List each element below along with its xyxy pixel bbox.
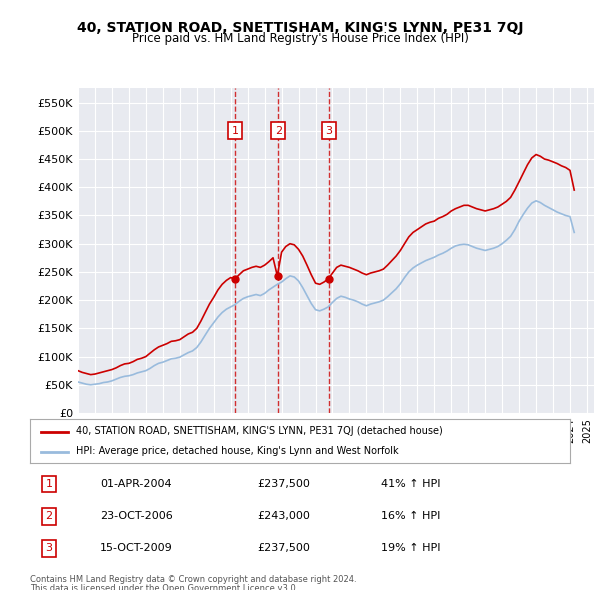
Text: Contains HM Land Registry data © Crown copyright and database right 2024.: Contains HM Land Registry data © Crown c… bbox=[30, 575, 356, 584]
Text: 1: 1 bbox=[232, 126, 238, 136]
Text: £243,000: £243,000 bbox=[257, 512, 310, 521]
Text: 16% ↑ HPI: 16% ↑ HPI bbox=[381, 512, 440, 521]
Text: 40, STATION ROAD, SNETTISHAM, KING'S LYNN, PE31 7QJ (detached house): 40, STATION ROAD, SNETTISHAM, KING'S LYN… bbox=[76, 427, 443, 436]
Text: 1: 1 bbox=[46, 479, 52, 489]
Text: 2: 2 bbox=[275, 126, 282, 136]
Text: This data is licensed under the Open Government Licence v3.0.: This data is licensed under the Open Gov… bbox=[30, 584, 298, 590]
Text: £237,500: £237,500 bbox=[257, 479, 310, 489]
Text: Price paid vs. HM Land Registry's House Price Index (HPI): Price paid vs. HM Land Registry's House … bbox=[131, 32, 469, 45]
Text: HPI: Average price, detached house, King's Lynn and West Norfolk: HPI: Average price, detached house, King… bbox=[76, 446, 398, 456]
Text: 2: 2 bbox=[46, 512, 52, 521]
Text: 41% ↑ HPI: 41% ↑ HPI bbox=[381, 479, 440, 489]
Text: 40, STATION ROAD, SNETTISHAM, KING'S LYNN, PE31 7QJ: 40, STATION ROAD, SNETTISHAM, KING'S LYN… bbox=[77, 21, 523, 35]
Text: 15-OCT-2009: 15-OCT-2009 bbox=[100, 543, 173, 553]
Text: 3: 3 bbox=[325, 126, 332, 136]
Text: 01-APR-2004: 01-APR-2004 bbox=[100, 479, 172, 489]
Text: £237,500: £237,500 bbox=[257, 543, 310, 553]
Text: 3: 3 bbox=[46, 543, 52, 553]
Text: 23-OCT-2006: 23-OCT-2006 bbox=[100, 512, 173, 521]
Text: 19% ↑ HPI: 19% ↑ HPI bbox=[381, 543, 440, 553]
